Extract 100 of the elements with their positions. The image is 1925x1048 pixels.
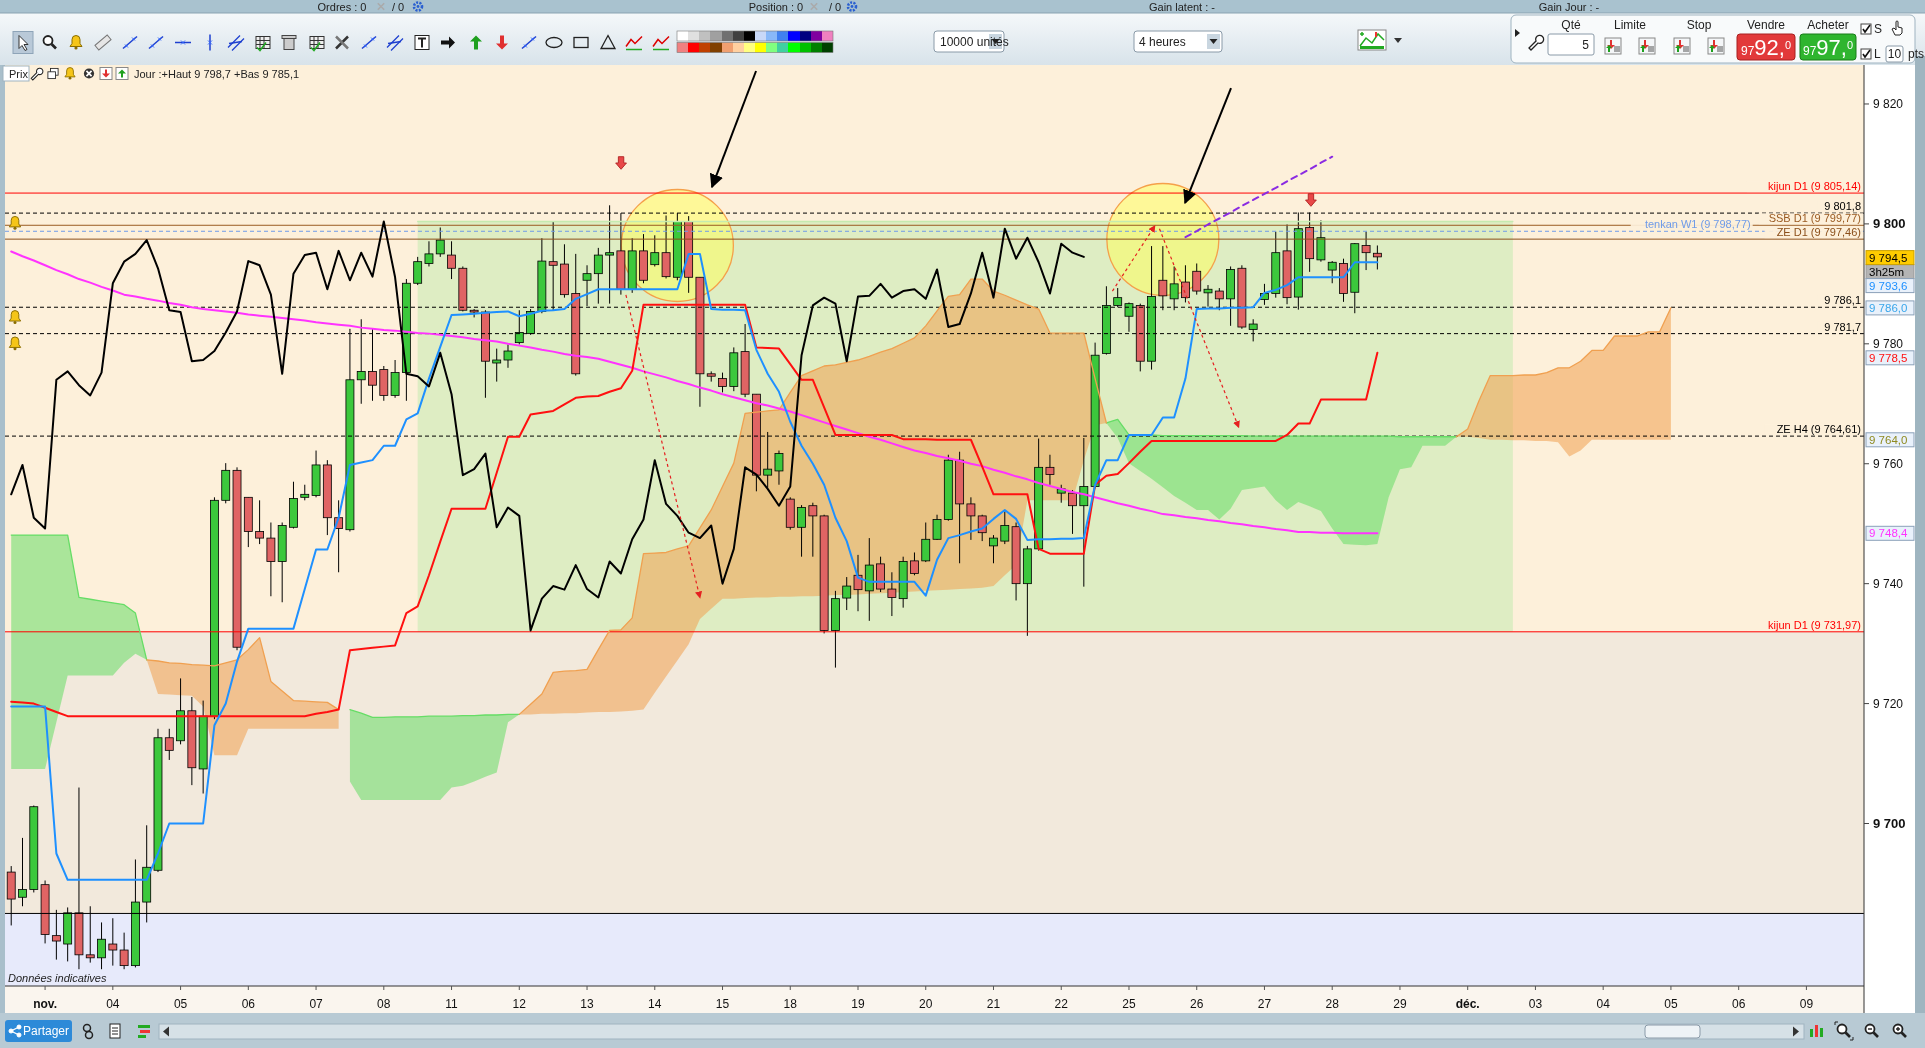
candlestick (774, 450, 784, 486)
ref-line-label: kijun D1 (9 805,14) (1768, 180, 1861, 193)
x-tick-label: 12 (512, 997, 527, 1011)
text: 9 778,5 (1869, 351, 1908, 364)
candlestick (492, 348, 502, 383)
text: / 0 (828, 0, 842, 13)
text: Limite (1613, 18, 1647, 32)
text: S (1874, 22, 1883, 36)
text: 9 786,0 (1869, 301, 1908, 314)
candlestick (921, 522, 931, 563)
candlestick (18, 837, 27, 907)
x-tick-label: 09 (1799, 997, 1814, 1011)
x-tick-label: 19 (851, 997, 865, 1011)
candlestick (842, 576, 852, 611)
text: / 0 (391, 0, 405, 13)
text: Qté (1561, 18, 1581, 32)
candlestick (1327, 260, 1337, 284)
candlestick (413, 256, 423, 286)
text: Vendre (1746, 18, 1786, 32)
ref-line-label: 9 781,7 (1824, 320, 1861, 333)
y-tick-label: 9 800 (1873, 216, 1906, 232)
candlestick (1316, 219, 1326, 263)
candlestick (1000, 510, 1010, 545)
candlestick (390, 359, 400, 399)
x-tick-label: 25 (1122, 997, 1136, 1011)
text: Gain Jour : - (1538, 0, 1600, 13)
text: Gain latent : - (1148, 0, 1216, 13)
x-tick-label: 05 (173, 997, 188, 1011)
candlestick (1068, 489, 1077, 535)
candlestick (1181, 264, 1190, 303)
x-tick-label: 05 (1664, 997, 1678, 1011)
text: 9 748,4 (1869, 527, 1908, 540)
candlestick (97, 921, 106, 970)
candlestick (910, 551, 919, 576)
y-tick-label: 9 760 (1873, 457, 1904, 472)
line-series (1184, 155, 1334, 239)
x-tick-label: 27 (1257, 997, 1272, 1011)
x-tick-label: 20 (919, 997, 933, 1011)
candlestick (797, 504, 806, 558)
annotation: Prix (9, 68, 29, 80)
x-tick-label: 21 (986, 997, 1001, 1011)
annotation: Jour :+Haut 9 798,7 +Bas 9 785,1 (134, 68, 300, 80)
candlestick (1214, 287, 1224, 311)
x-tick-label: nov. (33, 997, 57, 1011)
ref-line-label: 9 786,1 (1824, 294, 1861, 307)
line-series (10, 303, 1379, 718)
text: 9 764,0 (1869, 433, 1908, 446)
text: 3h25m (1869, 265, 1905, 278)
x-tick-label: 18 (783, 997, 798, 1011)
candlestick (424, 240, 434, 267)
line-series (10, 252, 1379, 881)
y-tick-label: 9 820 (1873, 97, 1904, 112)
candlestick (853, 554, 863, 612)
candlestick (1203, 284, 1213, 308)
x-tick-label: 28 (1325, 997, 1340, 1011)
x-tick-label: 06 (241, 997, 256, 1011)
x-tick-label: 14 (648, 997, 662, 1011)
ref-line-label: 9 801,8 (1824, 200, 1861, 213)
candlestick (1045, 454, 1055, 486)
candlestick (503, 343, 513, 369)
ref-line-label: ZE H4 (9 764,61) (1776, 423, 1861, 436)
candlestick (808, 502, 818, 558)
x-tick-label: 07 (309, 997, 324, 1011)
candlestick (1361, 231, 1371, 271)
candlestick (966, 496, 976, 541)
candlestick (593, 247, 603, 305)
candlestick (932, 514, 942, 541)
text: Acheter (1807, 18, 1849, 32)
x-tick-label: 04 (106, 997, 120, 1011)
x-tick-label: 15 (715, 997, 730, 1011)
ref-line-label: kijun D1 (9 731,97) (1768, 618, 1861, 631)
candlestick (718, 372, 727, 393)
text: 9 794,5 (1869, 251, 1908, 264)
x-tick-label: déc. (1455, 997, 1480, 1011)
text: Partager (22, 1024, 70, 1038)
text: pts (1907, 47, 1924, 61)
candlestick (435, 226, 445, 258)
candlestick (108, 917, 118, 967)
y-tick-label: 9 740 (1873, 577, 1904, 592)
candlestick (255, 499, 264, 545)
x-tick-label: 03 (1528, 997, 1543, 1011)
text: Ordres : 0 (317, 0, 367, 13)
text: Stop (1686, 18, 1712, 32)
x-tick-label: 04 (1596, 997, 1611, 1011)
text: 4 heures (1139, 34, 1186, 49)
ref-line-label: SSB D1 (9 799,77) (1768, 212, 1861, 225)
line-series (10, 250, 1379, 535)
y-tick-label: 9 700 (1873, 816, 1906, 832)
candlestick (661, 215, 671, 279)
candlestick (266, 522, 276, 597)
text: Position : 0 (748, 0, 804, 13)
y-tick-label: 9 780 (1873, 337, 1904, 352)
candlestick (1372, 244, 1382, 270)
text: 5 (1582, 38, 1590, 52)
x-tick-label: 08 (377, 997, 391, 1011)
x-tick-label: 26 (1190, 997, 1204, 1011)
text: 9 793,6 (1869, 279, 1908, 292)
x-tick-label: 22 (1054, 997, 1069, 1011)
candlestick (887, 571, 897, 617)
candlestick (119, 932, 129, 970)
